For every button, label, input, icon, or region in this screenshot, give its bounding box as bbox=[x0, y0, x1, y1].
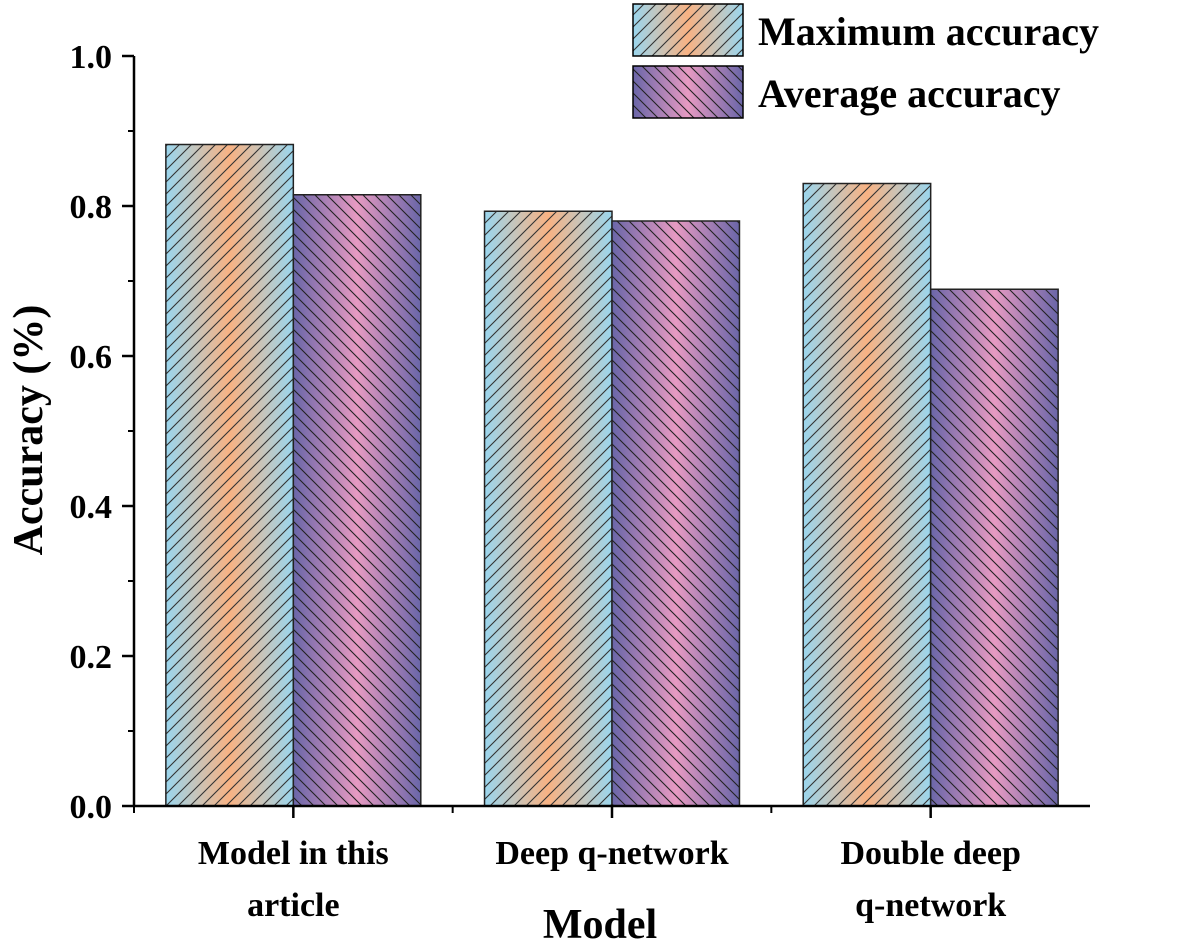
x-ticks-group: Model in this article Deep q-network Double… bbox=[133, 806, 1021, 924]
bar-0-0 bbox=[165, 143, 295, 807]
legend-label-max: Maximum accuracy bbox=[758, 9, 1099, 54]
y-ticks-group: 0.0 0.2 0.4 0.6 0.8 1.0 bbox=[70, 39, 134, 826]
x-axis-title: Model bbox=[543, 902, 657, 944]
y-tick-label: 1.0 bbox=[70, 39, 113, 76]
y-axis-title: Accuracy (%) bbox=[6, 305, 52, 556]
y-tick-label: 0.0 bbox=[70, 789, 113, 826]
legend-label-avg: Average accuracy bbox=[758, 71, 1060, 116]
x-category-label: Model in this bbox=[198, 835, 389, 872]
legend-swatch-avg-hatch bbox=[632, 65, 744, 119]
bar-1-0 bbox=[292, 194, 422, 807]
legend-swatch-max-hatch bbox=[632, 3, 744, 57]
x-category-label: Deep q-network bbox=[495, 835, 728, 872]
legend: Maximum accuracy Average accuracy bbox=[632, 3, 1099, 119]
x-category-label: q-network bbox=[855, 887, 1006, 924]
bars-group bbox=[165, 143, 1059, 807]
bar-1-2 bbox=[929, 288, 1059, 807]
y-tick-label: 0.6 bbox=[70, 339, 113, 376]
bar-0-1 bbox=[483, 210, 613, 807]
x-category-label: article bbox=[247, 887, 340, 924]
y-tick-label: 0.8 bbox=[70, 189, 113, 226]
bar-0-2 bbox=[802, 182, 932, 807]
bar-1-1 bbox=[611, 220, 741, 807]
y-tick-label: 0.4 bbox=[70, 489, 113, 526]
x-category-label: Double deep bbox=[840, 835, 1020, 872]
y-tick-label: 0.2 bbox=[70, 639, 113, 676]
